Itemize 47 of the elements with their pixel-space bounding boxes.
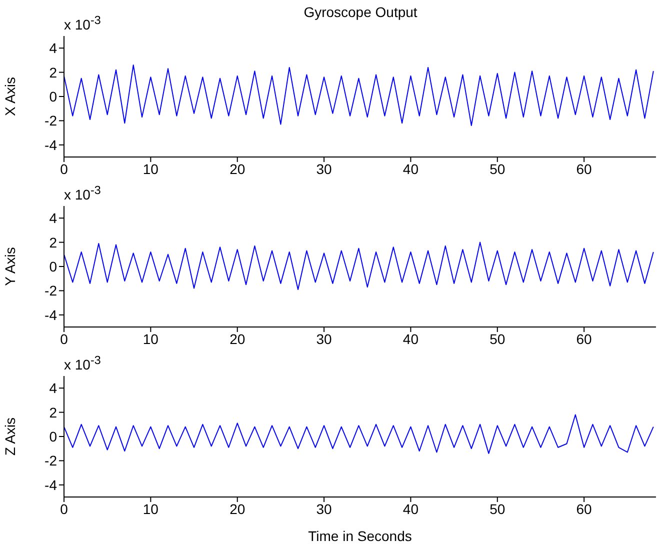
text: x 10$^{-3}$ xyxy=(64,184,101,203)
y-tick-label: -2 xyxy=(44,452,58,469)
line-series xyxy=(64,64,654,126)
x-tick-label: 50 xyxy=(490,160,506,177)
chart-title: Gyroscope Output xyxy=(304,4,418,20)
x-tick-label: 40 xyxy=(402,330,419,347)
x-tick-label: 30 xyxy=(316,160,332,177)
x-tick-label: 40 xyxy=(402,500,419,517)
y-tick-label: 4 xyxy=(49,380,58,396)
x-tick-label: 30 xyxy=(316,500,332,517)
y-tick-label: 0 xyxy=(49,258,58,274)
y-axis-title: Z Axis xyxy=(2,417,18,456)
x-tick-label: 20 xyxy=(230,500,246,517)
x-tick-label: 50 xyxy=(490,330,506,347)
y-tick-label: 2 xyxy=(49,404,58,420)
y-tick-label: -2 xyxy=(44,112,58,129)
x-tick-label: 10 xyxy=(142,330,159,347)
y-tick-label: 0 xyxy=(49,428,58,444)
y-tick-label: 4 xyxy=(49,40,58,56)
x-tick-label: 10 xyxy=(142,160,159,177)
x-tick-label: 50 xyxy=(490,500,506,517)
x-tick-label: 60 xyxy=(576,160,592,177)
y-axis-title: Y Axis xyxy=(2,247,18,286)
x-tick-label: 20 xyxy=(230,330,246,347)
x-tick-label: 60 xyxy=(576,500,592,517)
x-tick-label: 0 xyxy=(60,330,68,347)
line-series xyxy=(64,242,654,290)
x-tick-label: 0 xyxy=(60,500,68,517)
x-tick-label: 10 xyxy=(142,500,159,517)
y-tick-label: -4 xyxy=(44,476,58,493)
line-series xyxy=(64,414,654,454)
y-tick-label: 4 xyxy=(49,210,58,226)
y-tick-label: -4 xyxy=(44,306,58,323)
x-tick-label: 20 xyxy=(230,160,246,177)
x-tick-label: 0 xyxy=(60,160,68,177)
x-axis-title: Time in Seconds xyxy=(308,528,412,544)
y-tick-label: -4 xyxy=(44,136,58,153)
text: x 10$^{-3}$ xyxy=(64,14,101,33)
y-axis-title: X Axis xyxy=(2,77,18,116)
x-tick-label: 30 xyxy=(316,330,332,347)
y-tick-label: 2 xyxy=(49,234,58,250)
text: x 10$^{-3}$ xyxy=(64,354,101,373)
y-tick-label: 2 xyxy=(49,64,58,80)
x-tick-label: 60 xyxy=(576,330,592,347)
y-tick-label: -2 xyxy=(44,282,58,299)
x-tick-label: 40 xyxy=(402,160,419,177)
y-tick-label: 0 xyxy=(49,88,58,104)
